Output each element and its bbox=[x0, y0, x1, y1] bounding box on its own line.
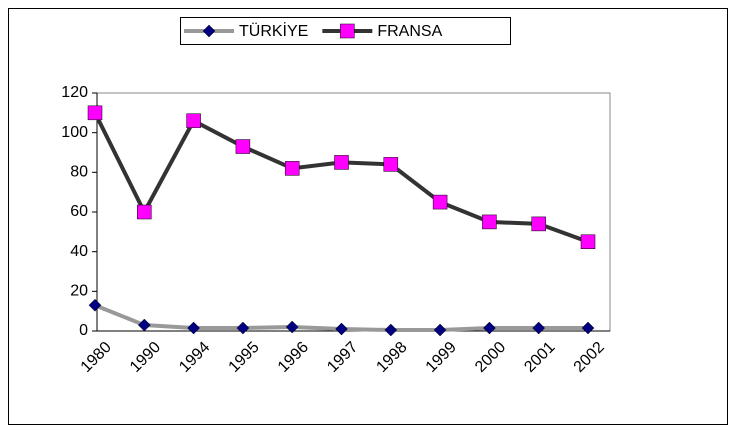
y-tick-label: 100 bbox=[61, 124, 88, 141]
marker bbox=[483, 321, 496, 335]
legend-label: FRANSA bbox=[377, 23, 442, 40]
marker bbox=[532, 321, 546, 335]
marker bbox=[137, 318, 151, 332]
marker bbox=[340, 23, 355, 39]
marker bbox=[236, 321, 250, 335]
y-tick-label: 20 bbox=[70, 283, 88, 300]
marker bbox=[284, 161, 300, 176]
y-tick-label: 40 bbox=[70, 243, 88, 260]
y-tick-label: 120 bbox=[61, 84, 88, 101]
marker bbox=[87, 105, 103, 121]
marker bbox=[235, 139, 251, 154]
legend-label: TÜRKİYE bbox=[239, 21, 308, 40]
marker bbox=[285, 320, 299, 334]
y-tick-label: 60 bbox=[70, 203, 88, 220]
marker bbox=[202, 24, 216, 38]
marker bbox=[137, 204, 152, 220]
marker bbox=[334, 155, 349, 170]
marker bbox=[581, 321, 595, 335]
marker bbox=[384, 323, 398, 337]
marker bbox=[335, 322, 348, 336]
marker bbox=[432, 194, 448, 210]
marker bbox=[383, 157, 399, 172]
plot-area bbox=[96, 92, 611, 332]
y-tick-label: 80 bbox=[70, 164, 88, 181]
y-tick-label: 0 bbox=[79, 322, 88, 339]
marker bbox=[433, 323, 447, 337]
marker bbox=[187, 321, 200, 335]
marker bbox=[186, 113, 201, 129]
marker bbox=[482, 214, 497, 230]
marker bbox=[580, 234, 596, 249]
marker bbox=[531, 216, 546, 232]
marker bbox=[88, 298, 102, 312]
